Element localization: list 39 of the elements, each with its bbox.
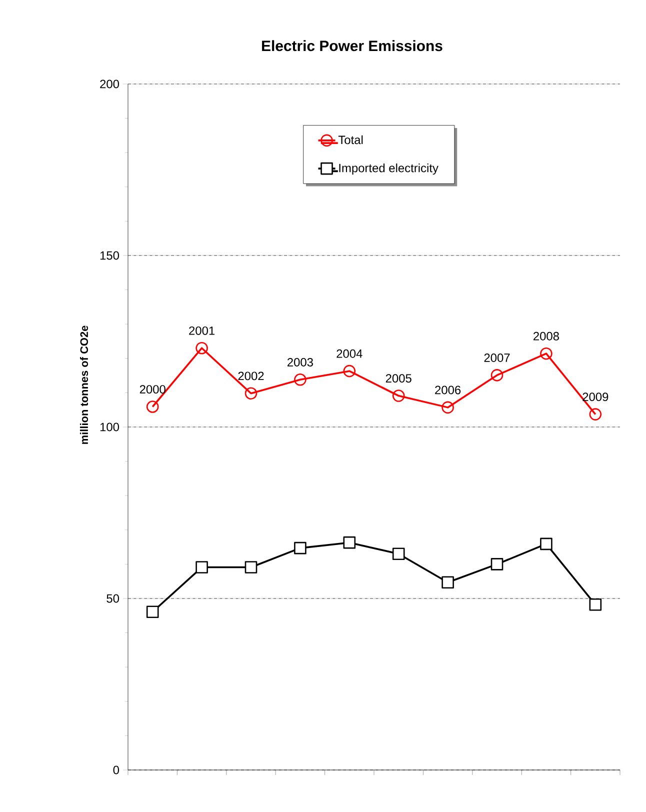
point — [490, 558, 504, 570]
point — [244, 387, 258, 400]
annotation: 2008 — [534, 332, 559, 340]
point — [442, 576, 454, 589]
point — [294, 542, 306, 554]
point — [589, 408, 602, 420]
annotation: 2006 — [435, 386, 461, 394]
point — [196, 342, 208, 354]
point — [196, 561, 208, 574]
y-tick-label: 200 — [100, 80, 120, 88]
point — [540, 347, 552, 360]
legend-label: Total — [338, 135, 363, 144]
annotation: 2007 — [484, 354, 510, 362]
point — [294, 374, 306, 386]
y-axis-title: million tonnes of CO2e — [80, 326, 88, 444]
annotation: 2003 — [288, 358, 313, 366]
y-tick-label: 100 — [100, 422, 120, 432]
legend-label: Imported electricity — [339, 163, 438, 175]
point — [392, 548, 405, 560]
point — [589, 598, 602, 611]
y-tick-label: 150 — [100, 251, 120, 260]
annotation: 2009 — [582, 392, 608, 402]
point — [540, 538, 552, 550]
annotation: 2004 — [336, 349, 362, 358]
point — [146, 606, 159, 618]
chart-title: Electric Power Emissions — [262, 40, 442, 52]
annotation: 2005 — [386, 374, 412, 383]
point — [146, 400, 159, 413]
y-tick-label: 0 — [113, 766, 120, 774]
point — [343, 364, 356, 378]
point — [244, 561, 258, 574]
annotation: 2001 — [189, 326, 215, 335]
point — [490, 369, 504, 382]
y-tick-label: 50 — [106, 594, 120, 603]
annotation: 2002 — [238, 372, 264, 380]
point — [392, 390, 405, 402]
point — [343, 536, 356, 549]
annotation: 2000 — [140, 385, 166, 394]
point — [442, 401, 454, 414]
